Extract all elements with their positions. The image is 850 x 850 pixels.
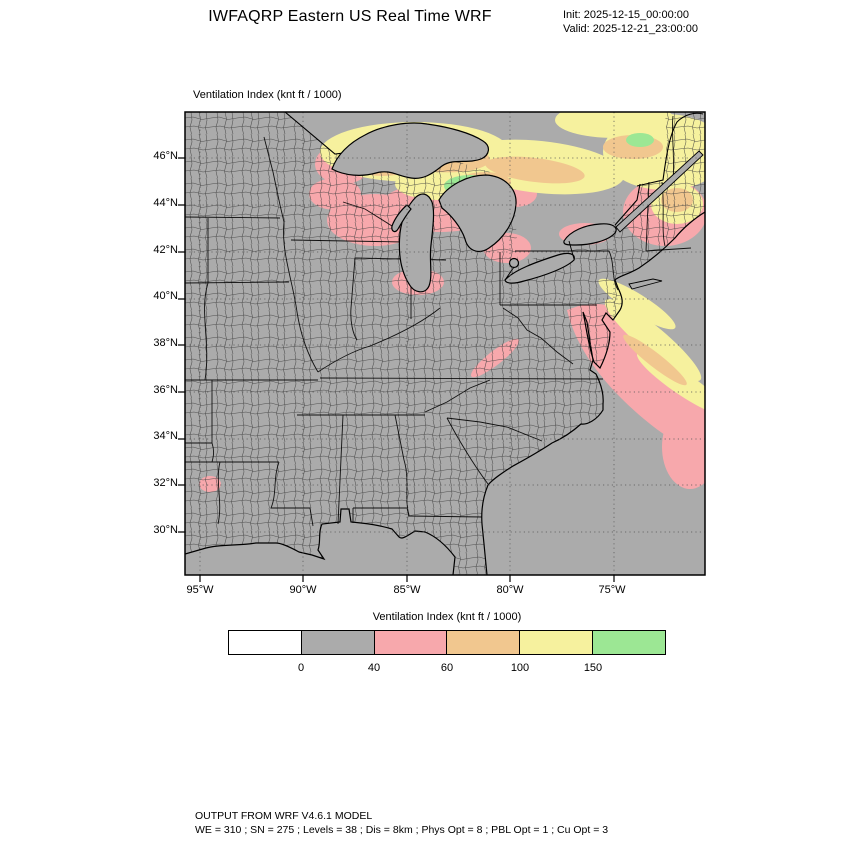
long-island xyxy=(628,278,663,290)
colorbar-segment xyxy=(592,631,665,654)
lat-tick-label: 44°N xyxy=(153,197,178,209)
colorbar-tick-label: 150 xyxy=(583,662,603,674)
footer-config-line: WE = 310 ; SN = 275 ; Levels = 38 ; Dis … xyxy=(195,824,609,836)
page-title: IWFAQRP Eastern US Real Time WRF xyxy=(208,8,492,25)
footer-model-line: OUTPUT FROM WRF V4.6.1 MODEL xyxy=(195,810,373,822)
map-canvas xyxy=(178,111,706,582)
lake-erie xyxy=(504,252,575,284)
lake-st-clair xyxy=(508,257,520,269)
colorbar-tick-label: 40 xyxy=(367,662,381,674)
lon-axis-ticks xyxy=(199,575,615,582)
colorbar-tick-label: 0 xyxy=(297,662,305,674)
st-lawrence-river xyxy=(615,150,704,233)
colorbar-segment xyxy=(519,631,593,654)
lat-axis-ticks xyxy=(178,157,185,533)
lat-tick-label: 46°N xyxy=(153,150,178,162)
lon-tick-label: 85°W xyxy=(393,584,421,596)
lon-tick-label: 80°W xyxy=(496,584,524,596)
coastline xyxy=(185,211,705,575)
colorbar-segment xyxy=(373,631,447,654)
init-timestamp: Init: 2025-12-15_00:00:00 xyxy=(563,9,689,21)
map-frame xyxy=(184,111,706,576)
lat-tick-label: 36°N xyxy=(153,384,178,396)
lat-tick-label: 30°N xyxy=(153,524,178,536)
state-boundaries xyxy=(185,115,692,527)
lat-tick-label: 38°N xyxy=(153,337,178,349)
lon-tick-label: 90°W xyxy=(289,584,317,596)
colorbar-segment xyxy=(300,631,374,654)
colorbar-tick-label: 100 xyxy=(510,662,530,674)
county-boundaries-texture xyxy=(185,112,705,575)
colorbar-segment xyxy=(229,631,301,654)
colorbar-title: Ventilation Index (knt ft / 1000) xyxy=(372,611,522,623)
lat-tick-label: 32°N xyxy=(153,477,178,489)
graticule xyxy=(185,112,705,575)
colorbar-segment xyxy=(446,631,520,654)
lon-tick-label: 95°W xyxy=(186,584,214,596)
colorbar-tick-label: 60 xyxy=(440,662,454,674)
lat-tick-label: 42°N xyxy=(153,244,178,256)
lake-huron xyxy=(438,174,517,252)
lat-tick-label: 34°N xyxy=(153,430,178,442)
colorbar xyxy=(228,630,666,655)
green-bay xyxy=(391,204,412,233)
model-timestamps: Init: 2025-12-15_00:00:00 Valid: 2025-12… xyxy=(563,9,698,36)
niagara-detroit-connectors xyxy=(504,240,575,281)
lon-tick-label: 75°W xyxy=(598,584,626,596)
lake-michigan xyxy=(398,193,435,293)
lake-superior xyxy=(331,122,489,179)
valid-timestamp: Valid: 2025-12-21_23:00:00 xyxy=(563,22,698,35)
great-lakes xyxy=(331,122,617,293)
field-label: Ventilation Index (knt ft / 1000) xyxy=(193,89,342,101)
lat-tick-label: 40°N xyxy=(153,290,178,302)
